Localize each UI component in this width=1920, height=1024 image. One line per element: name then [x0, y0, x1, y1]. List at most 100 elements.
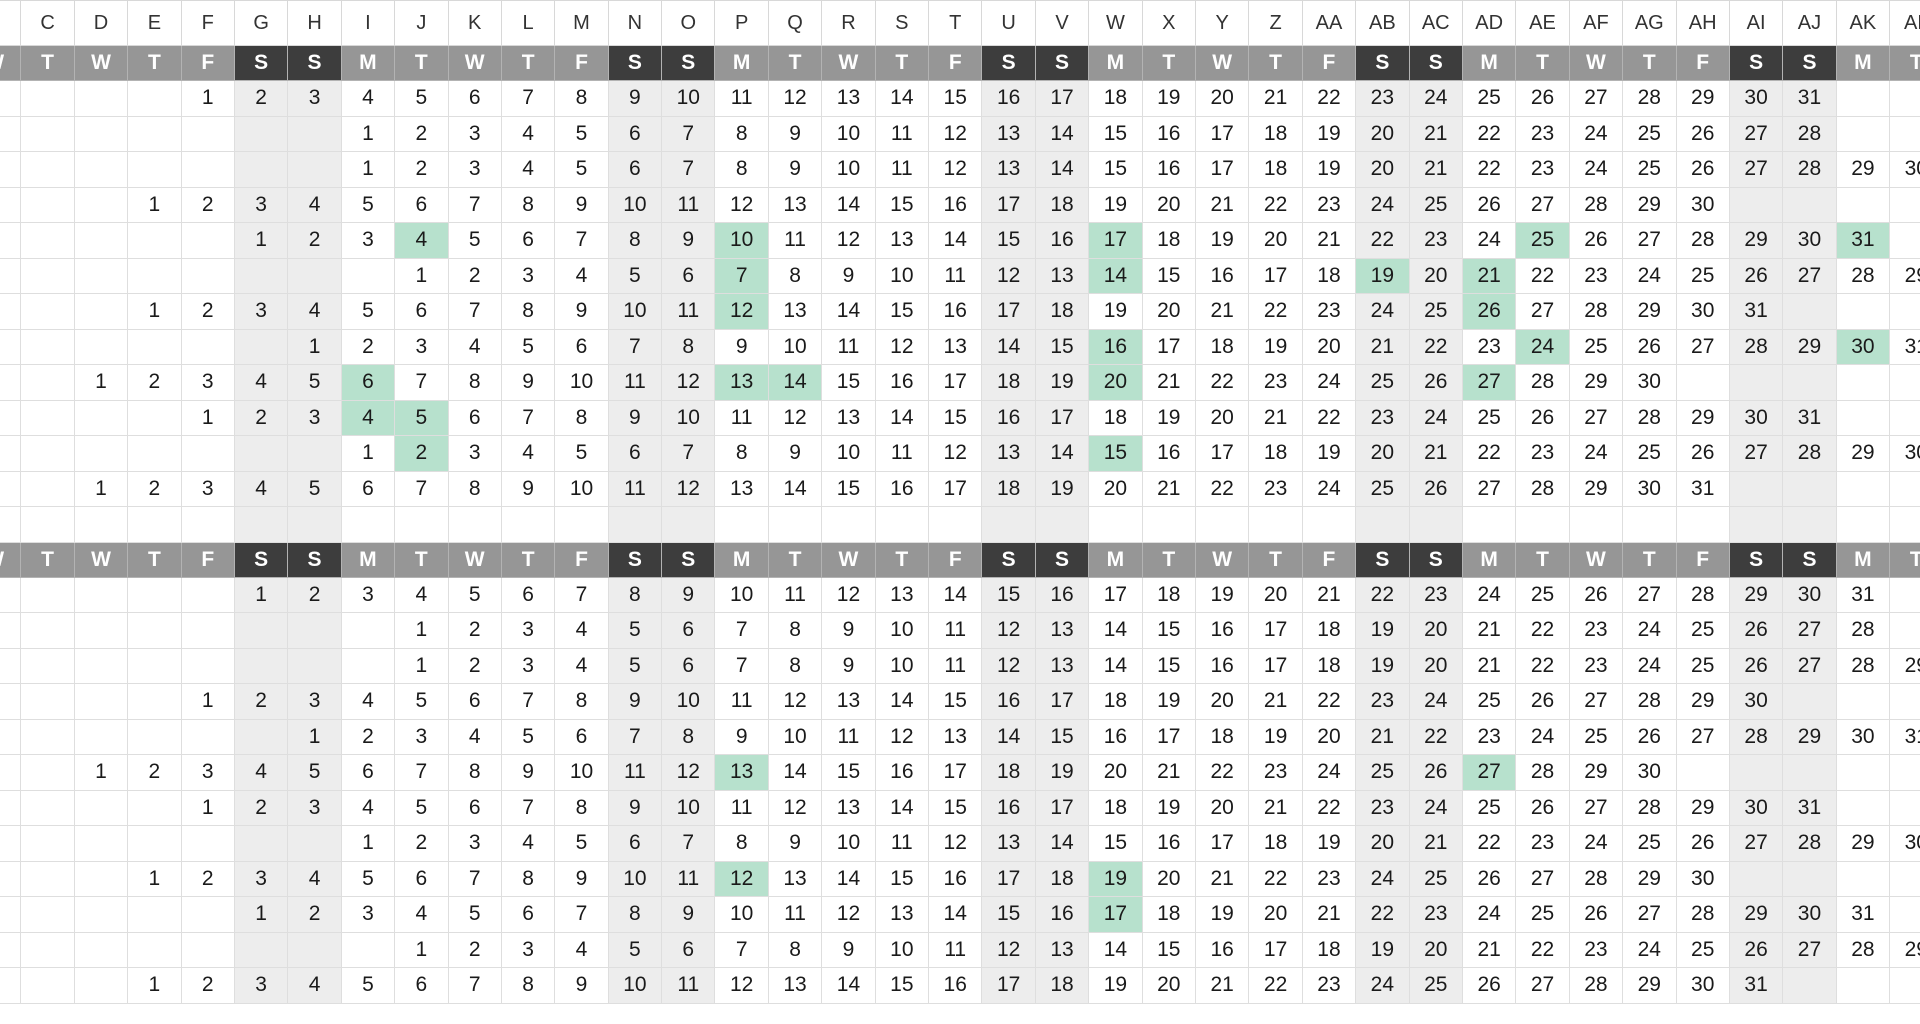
day-cell[interactable]: 12: [661, 470, 716, 507]
day-cell[interactable]: 8: [661, 718, 716, 755]
cell[interactable]: [1782, 470, 1837, 507]
cell[interactable]: [0, 789, 22, 826]
day-cell[interactable]: 29: [1568, 470, 1624, 507]
day-cell[interactable]: 26: [1675, 825, 1730, 862]
day-cell[interactable]: 22: [1515, 612, 1570, 649]
cell[interactable]: [20, 115, 75, 152]
column-header-ae[interactable]: AE: [1515, 0, 1570, 46]
cell[interactable]: [73, 967, 129, 1004]
day-cell[interactable]: 8: [500, 860, 556, 897]
cell[interactable]: [1782, 364, 1837, 401]
column-header-aa[interactable]: AA: [1301, 0, 1357, 46]
cell[interactable]: [0, 683, 22, 720]
day-cell[interactable]: 30: [1622, 470, 1677, 507]
day-cell[interactable]: 29: [1568, 364, 1624, 401]
cell[interactable]: [20, 896, 75, 933]
weekday-header-cell[interactable]: M: [1088, 541, 1143, 578]
day-cell[interactable]: 15: [1034, 328, 1090, 365]
day-cell[interactable]: 21: [1408, 825, 1463, 862]
day-cell[interactable]: 30: [1728, 683, 1784, 720]
day-cell[interactable]: 13: [714, 470, 769, 507]
day-cell[interactable]: 2: [287, 576, 342, 613]
day-cell[interactable]: 12: [821, 576, 876, 613]
day-cell[interactable]: 3: [287, 789, 342, 826]
cell[interactable]: [1835, 967, 1891, 1004]
day-cell[interactable]: 17: [1248, 257, 1303, 294]
cell[interactable]: [447, 506, 502, 543]
day-cell[interactable]: 17: [928, 470, 983, 507]
day-cell[interactable]: 25: [1408, 967, 1463, 1004]
day-cell[interactable]: 25: [1675, 931, 1730, 968]
day-cell[interactable]: 7: [714, 647, 769, 684]
day-cell[interactable]: 24: [1408, 789, 1463, 826]
day-cell[interactable]: 29: [1622, 293, 1677, 330]
day-cell[interactable]: 7: [554, 222, 609, 259]
day-cell[interactable]: 23: [1355, 683, 1410, 720]
day-cell[interactable]: 27: [1515, 860, 1570, 897]
cell[interactable]: [73, 257, 129, 294]
day-cell[interactable]: 9: [500, 470, 556, 507]
day-cell[interactable]: 18: [1194, 328, 1250, 365]
weekday-header-cell[interactable]: T: [1889, 45, 1920, 81]
day-cell[interactable]: 3: [180, 364, 235, 401]
cell[interactable]: [1515, 506, 1570, 543]
day-cell[interactable]: 23: [1248, 470, 1303, 507]
day-cell[interactable]: 4: [554, 647, 609, 684]
day-cell[interactable]: 25: [1675, 647, 1730, 684]
day-cell[interactable]: 10: [554, 364, 609, 401]
day-cell[interactable]: 19: [1355, 612, 1410, 649]
weekday-header-cell[interactable]: T: [1622, 45, 1677, 81]
day-cell[interactable]: 23: [1355, 789, 1410, 826]
day-cell[interactable]: 26: [1675, 151, 1730, 188]
cell[interactable]: [127, 789, 182, 826]
weekday-header-cell[interactable]: M: [1461, 45, 1517, 81]
cell[interactable]: [0, 967, 22, 1004]
day-cell[interactable]: 27: [1568, 80, 1624, 117]
cell[interactable]: [1728, 470, 1784, 507]
day-cell[interactable]: 13: [767, 967, 823, 1004]
day-cell[interactable]: 13: [928, 718, 983, 755]
day-cell[interactable]: 13: [767, 186, 823, 223]
cell[interactable]: [20, 257, 75, 294]
day-cell[interactable]: 3: [340, 222, 396, 259]
day-cell[interactable]: 25: [1461, 80, 1517, 117]
day-cell[interactable]: 3: [233, 860, 289, 897]
cell[interactable]: [1889, 115, 1920, 152]
day-cell[interactable]: 10: [607, 186, 663, 223]
day-cell[interactable]: 26: [1728, 931, 1784, 968]
day-cell[interactable]: 11: [928, 257, 983, 294]
day-cell[interactable]: 19: [1355, 931, 1410, 968]
day-cell[interactable]: 14: [1034, 825, 1090, 862]
column-header-al[interactable]: AL: [1889, 0, 1920, 46]
day-cell[interactable]: 4: [394, 222, 449, 259]
day-cell[interactable]: 8: [554, 683, 609, 720]
day-cell[interactable]: 26: [1461, 860, 1517, 897]
cell[interactable]: [180, 151, 235, 188]
day-cell[interactable]: 30: [1889, 825, 1920, 862]
weekday-header-cell[interactable]: F: [1301, 45, 1357, 81]
day-cell[interactable]: 30: [1835, 718, 1891, 755]
day-cell[interactable]: 25: [1622, 115, 1677, 152]
day-cell[interactable]: 7: [554, 576, 609, 613]
day-cell[interactable]: 5: [607, 612, 663, 649]
cell[interactable]: [0, 186, 22, 223]
day-cell[interactable]: 3: [500, 612, 556, 649]
day-cell[interactable]: 17: [1034, 399, 1090, 436]
day-cell[interactable]: 3: [447, 825, 502, 862]
day-cell[interactable]: 16: [928, 293, 983, 330]
day-cell[interactable]: 4: [447, 718, 502, 755]
cell[interactable]: [1889, 576, 1920, 613]
cell[interactable]: [1835, 399, 1891, 436]
day-cell[interactable]: 19: [1301, 151, 1357, 188]
day-cell[interactable]: 17: [1248, 647, 1303, 684]
cell[interactable]: [127, 576, 182, 613]
day-cell[interactable]: 25: [1408, 293, 1463, 330]
cell[interactable]: [340, 257, 396, 294]
day-cell[interactable]: 23: [1568, 257, 1624, 294]
day-cell[interactable]: 23: [1568, 647, 1624, 684]
cell[interactable]: [73, 683, 129, 720]
day-cell[interactable]: 8: [447, 364, 502, 401]
day-cell[interactable]: 1: [394, 257, 449, 294]
cell[interactable]: [1889, 789, 1920, 826]
cell[interactable]: [73, 293, 129, 330]
